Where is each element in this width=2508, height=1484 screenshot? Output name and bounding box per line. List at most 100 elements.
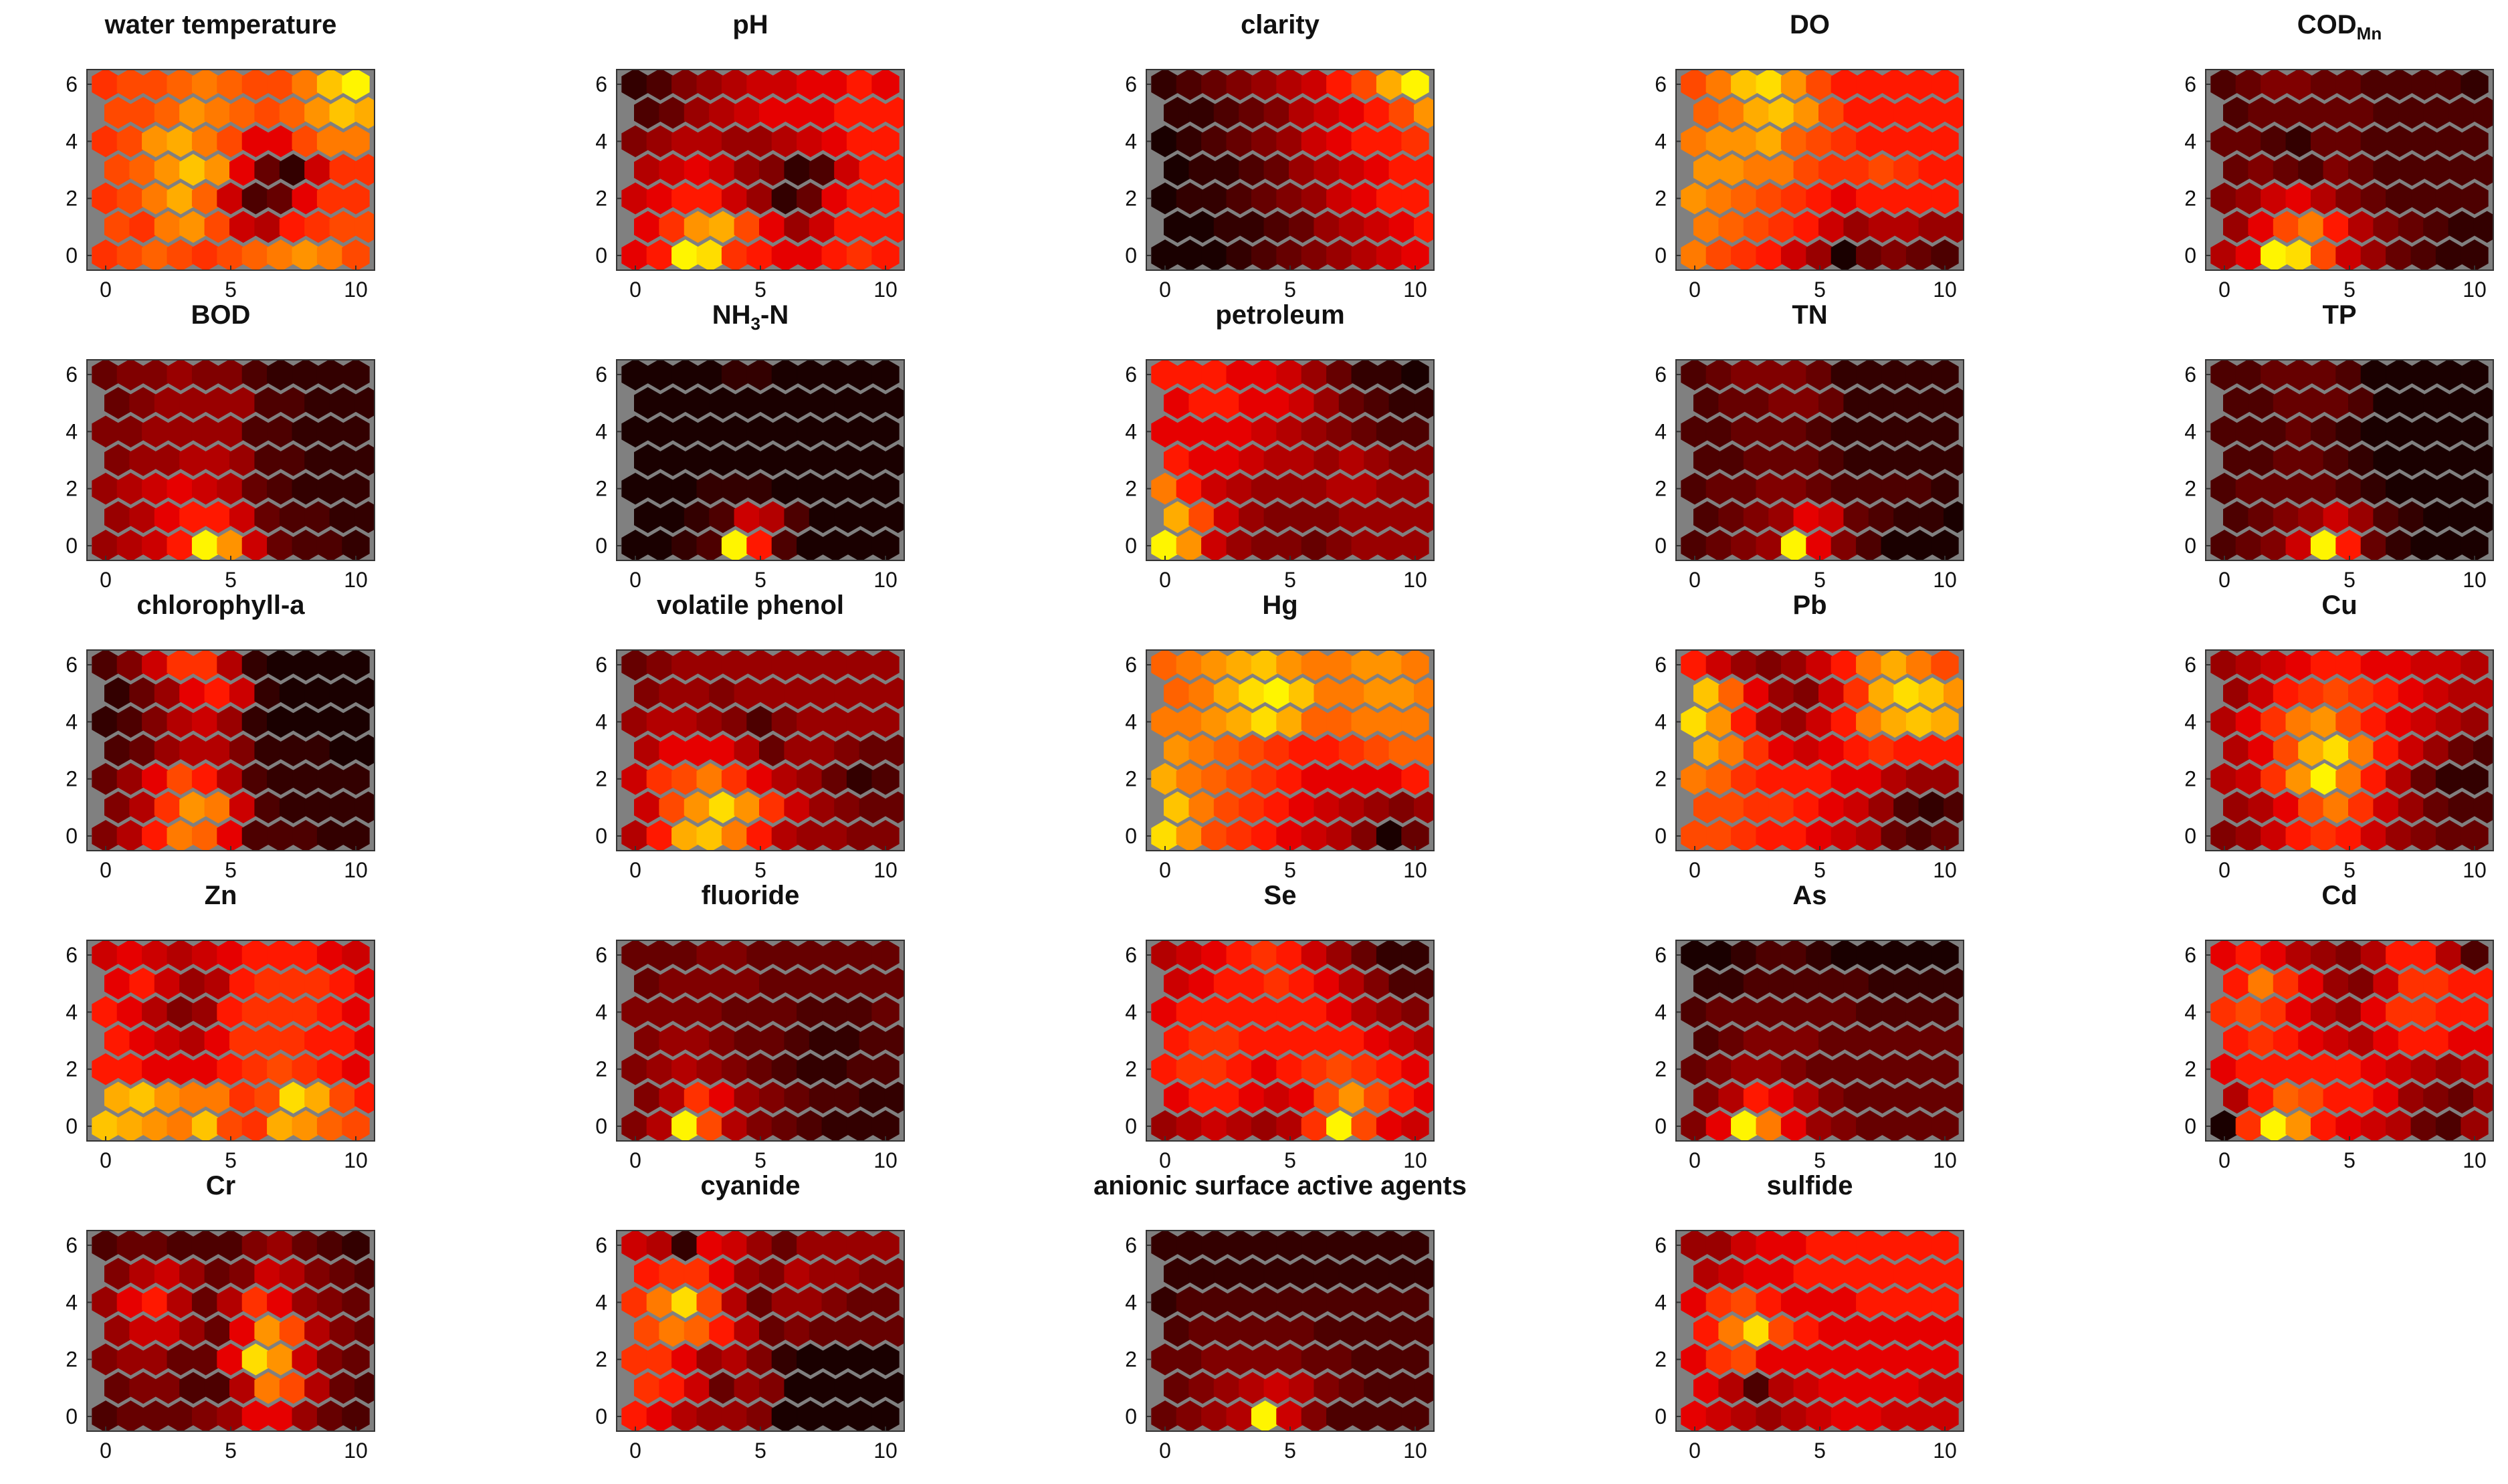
y-tick-label: 6 xyxy=(595,1233,607,1257)
title-text: Cd xyxy=(2321,881,2358,910)
component-plane-20: Cr 0 5 10 0 2 4 6 xyxy=(40,1170,441,1463)
hex-cell xyxy=(1401,360,1429,391)
x-tick-label: 5 xyxy=(754,278,766,302)
y-tick-label: 6 xyxy=(1125,72,1137,96)
x-tick-label: 0 xyxy=(1689,1439,1701,1463)
hex-cell xyxy=(1401,706,1429,738)
y-tick-label: 2 xyxy=(595,477,607,501)
hex-cell xyxy=(1401,415,1429,448)
y-tick-label: 2 xyxy=(1655,767,1667,791)
x-tick-label: 0 xyxy=(2218,278,2230,302)
chart-title: petroleum xyxy=(1093,300,1467,330)
hex-cell xyxy=(1943,1315,1964,1347)
y-tick-label: 0 xyxy=(66,534,78,558)
title-text: Cu xyxy=(2321,591,2358,620)
chart-title: TN xyxy=(1623,300,1997,330)
hex-cell xyxy=(1943,1372,1964,1404)
x-tick-label: 10 xyxy=(1403,858,1427,882)
y-tick-label: 4 xyxy=(1655,129,1667,153)
hex-cell xyxy=(354,96,375,129)
y-tick-label: 0 xyxy=(595,1404,607,1428)
hex-cell xyxy=(354,501,375,534)
y-tick-label: 2 xyxy=(2184,187,2196,211)
x-tick-label: 0 xyxy=(1689,568,1701,592)
y-tick-label: 4 xyxy=(595,1000,607,1024)
title-text: sulfide xyxy=(1766,1171,1853,1200)
y-tick-label: 2 xyxy=(1655,1057,1667,1081)
hex-cell xyxy=(883,387,904,419)
hex-cell xyxy=(354,387,375,419)
y-tick-label: 6 xyxy=(2184,362,2196,387)
y-tick-label: 0 xyxy=(1655,1404,1667,1428)
hex-cell xyxy=(871,70,900,100)
title-text: Hg xyxy=(1262,591,1298,620)
y-tick-label: 2 xyxy=(1125,767,1137,791)
x-tick-label: 0 xyxy=(629,568,641,592)
y-tick-label: 2 xyxy=(1125,1057,1137,1081)
hex-cell xyxy=(1931,530,1959,560)
hex-cell xyxy=(1401,1053,1429,1085)
hex-cell xyxy=(1943,96,1964,129)
hex-cell xyxy=(2461,472,2489,505)
hex-cell xyxy=(354,967,375,1000)
x-tick-label: 5 xyxy=(2343,1148,2356,1172)
y-tick-label: 4 xyxy=(66,129,78,153)
hex-cell xyxy=(342,472,370,505)
x-tick-label: 0 xyxy=(1159,278,1171,302)
x-tick-label: 10 xyxy=(344,278,368,302)
hex-cell xyxy=(1401,239,1429,270)
y-tick-label: 2 xyxy=(66,1348,78,1372)
x-tick-label: 5 xyxy=(754,1148,766,1172)
hex-cell xyxy=(342,415,370,448)
hex-cell xyxy=(871,239,900,270)
component-plane-22: anionic surface active agents 0 5 10 0 2 4 6 xyxy=(1093,1170,1501,1463)
chart-title: Se xyxy=(1093,880,1467,911)
hex-cell xyxy=(871,996,900,1029)
component-plane-3: DO 0 5 10 0 2 4 6 xyxy=(1629,9,2030,302)
hex-cell xyxy=(871,1231,900,1261)
hex-cell xyxy=(1413,734,1434,766)
y-tick-label: 4 xyxy=(1125,1290,1137,1314)
hex-cell xyxy=(871,530,900,560)
hex-cell xyxy=(342,530,370,560)
hex-cell xyxy=(1401,762,1429,795)
x-tick-label: 5 xyxy=(225,1148,237,1172)
heatmap-svg: 0 5 10 0 2 4 6 xyxy=(1125,69,1435,302)
chart-title: volatile phenol xyxy=(563,590,938,621)
title-text: DO xyxy=(1790,10,1830,39)
hex-cell xyxy=(2473,211,2493,243)
x-tick-label: 5 xyxy=(1814,568,1826,592)
y-tick-label: 0 xyxy=(2184,824,2196,848)
chart-title: sulfide xyxy=(1623,1170,1997,1201)
hex-cell xyxy=(1401,182,1429,215)
x-tick-label: 0 xyxy=(1689,1148,1701,1172)
hex-cell xyxy=(342,1343,370,1376)
x-tick-label: 10 xyxy=(873,278,898,302)
hex-cell xyxy=(1413,387,1434,419)
y-tick-label: 4 xyxy=(66,1000,78,1024)
title-text: water temperature xyxy=(104,10,337,39)
title-text: cyanide xyxy=(700,1171,801,1200)
heatmap-svg: 0 5 10 0 2 4 6 xyxy=(1655,359,1964,592)
hex-cell xyxy=(342,762,370,795)
hex-cell xyxy=(2461,530,2489,560)
y-tick-label: 6 xyxy=(66,362,78,387)
y-tick-label: 4 xyxy=(595,710,607,734)
x-tick-label: 10 xyxy=(344,858,368,882)
component-plane-18: As 0 5 10 0 2 4 6 xyxy=(1629,880,2030,1172)
hex-cell xyxy=(2473,444,2493,476)
hex-cell xyxy=(1943,387,1964,419)
y-tick-label: 2 xyxy=(595,187,607,211)
hex-cell xyxy=(883,791,904,824)
hex-cell xyxy=(1943,444,1964,476)
hex-cell xyxy=(1401,996,1429,1029)
x-tick-label: 10 xyxy=(2463,278,2487,302)
chart-title: pH xyxy=(563,9,938,40)
heatmap-svg: 0 5 10 0 2 4 6 xyxy=(66,940,375,1172)
x-tick-label: 10 xyxy=(873,1439,898,1463)
y-tick-label: 2 xyxy=(1125,187,1137,211)
hex-cell xyxy=(1943,1081,1964,1114)
y-tick-label: 6 xyxy=(2184,72,2196,96)
x-tick-label: 10 xyxy=(873,1148,898,1172)
hex-cell xyxy=(1401,1286,1429,1319)
